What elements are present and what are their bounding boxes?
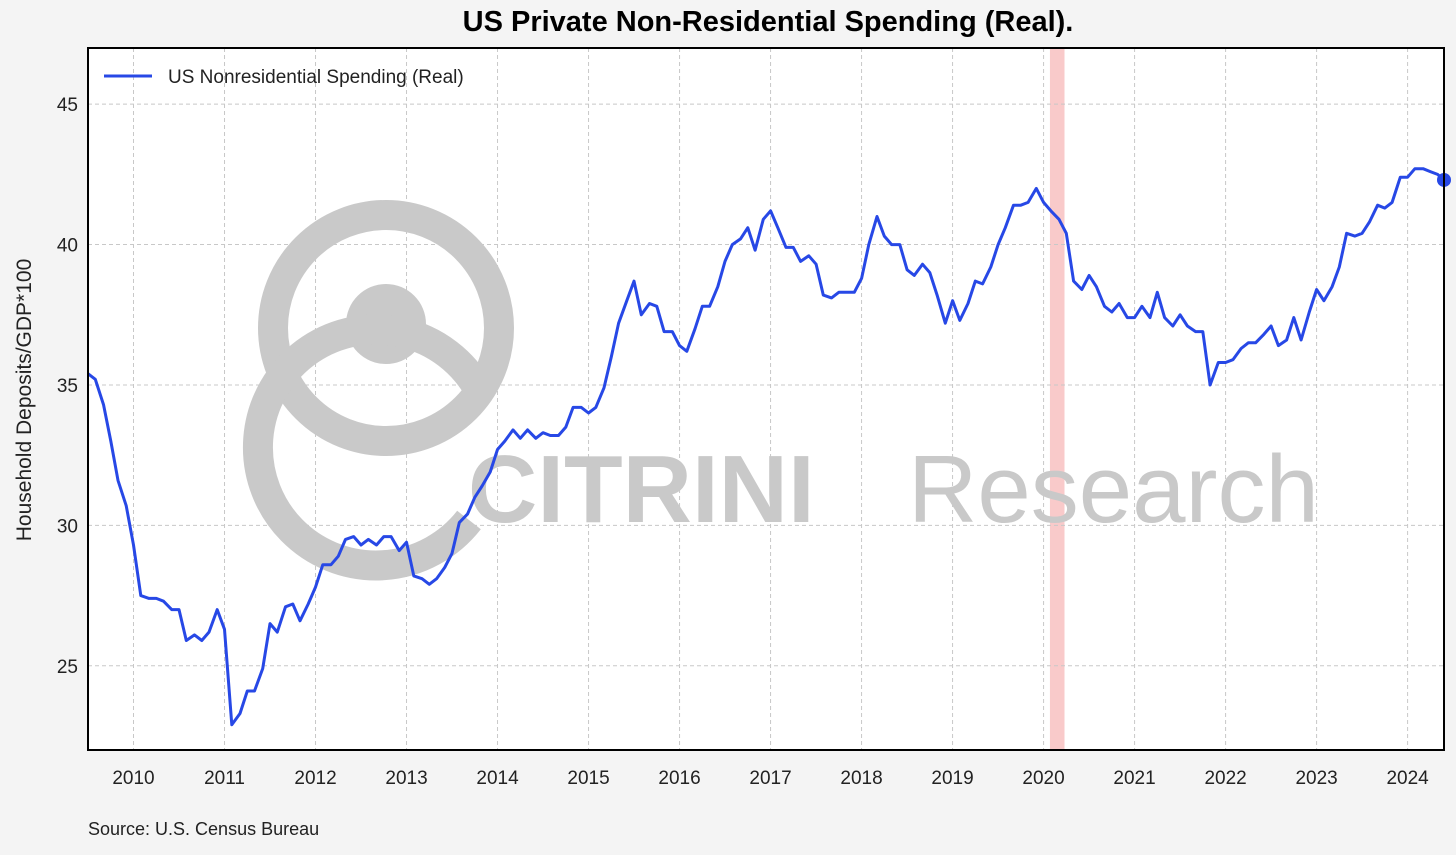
series-line xyxy=(87,167,1445,727)
recession-band-layer xyxy=(1049,48,1065,750)
chart-title: US Private Non-Residential Spending (Rea… xyxy=(462,6,1074,38)
grid-layer xyxy=(88,48,1444,750)
legend: US Nonresidential Spending (Real) xyxy=(104,67,464,88)
recession-band xyxy=(1049,48,1065,750)
x-tick-label: 2021 xyxy=(1113,768,1155,789)
watermark-logo: CITRINI Research xyxy=(243,200,1319,581)
watermark-arc-icon xyxy=(243,314,493,581)
y-tick-label: 30 xyxy=(57,516,78,537)
watermark-brand: CITRINI xyxy=(468,436,815,543)
y-tick-label: 40 xyxy=(57,236,78,257)
y-tick-label: 25 xyxy=(57,657,78,678)
y-tick-label: 35 xyxy=(57,376,78,397)
watermark-ring-icon xyxy=(258,200,514,456)
x-tick-label: 2012 xyxy=(294,768,336,789)
x-tick-label: 2020 xyxy=(1022,768,1064,789)
x-tick-label: 2015 xyxy=(567,768,609,789)
x-tick-label: 2010 xyxy=(112,768,154,789)
watermark-suffix: Research xyxy=(908,436,1319,543)
plot-frame xyxy=(87,47,1445,751)
x-tick-labels: 2010 2011 2012 2013 2014 2015 2016 2017 2018 2019… xyxy=(112,768,1429,789)
legend-label: US Nonresidential Spending (Real) xyxy=(168,67,464,88)
x-tick-label: 2011 xyxy=(204,768,245,789)
source-note: Source: U.S. Census Bureau xyxy=(88,819,320,839)
x-tick-label: 2013 xyxy=(385,768,427,789)
x-tick-label: 2018 xyxy=(840,768,882,789)
y-tick-labels: 25 30 35 40 45 xyxy=(57,95,78,678)
x-tick-label: 2014 xyxy=(476,768,519,789)
x-tick-label: 2016 xyxy=(658,768,700,789)
x-tick-label: 2019 xyxy=(931,768,973,789)
x-tick-label: 2022 xyxy=(1204,768,1246,789)
x-tick-label: 2024 xyxy=(1386,768,1429,789)
x-tick-label: 2023 xyxy=(1295,768,1337,789)
y-tick-label: 45 xyxy=(57,95,78,116)
x-tick-label: 2017 xyxy=(749,768,791,789)
y-axis-label: Household Deposits/GDP*100 xyxy=(13,259,36,542)
